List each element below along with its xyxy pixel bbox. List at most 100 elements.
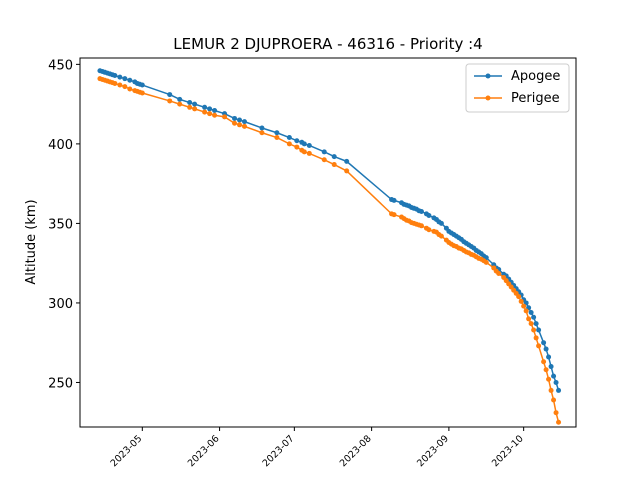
data-point-perigee bbox=[483, 259, 489, 265]
data-point-apogee bbox=[212, 107, 218, 113]
data-point-perigee bbox=[438, 233, 444, 239]
data-point-perigee bbox=[301, 149, 307, 155]
data-point-perigee bbox=[207, 111, 213, 117]
data-point-perigee bbox=[543, 367, 549, 373]
data-point-apogee bbox=[122, 76, 128, 82]
data-point-perigee bbox=[528, 321, 534, 327]
data-point-perigee bbox=[237, 122, 243, 128]
data-point-perigee bbox=[117, 82, 123, 88]
plot-area bbox=[79, 57, 577, 428]
legend-label-apogee: Apogee bbox=[511, 69, 560, 84]
y-tick-label: 250 bbox=[48, 376, 73, 391]
data-point-apogee bbox=[528, 309, 534, 315]
data-point-apogee bbox=[192, 101, 198, 107]
data-point-perigee bbox=[521, 303, 527, 309]
data-point-apogee bbox=[301, 141, 307, 147]
data-point-apogee bbox=[306, 142, 312, 148]
data-point-apogee bbox=[344, 158, 350, 164]
data-point-apogee bbox=[259, 125, 265, 131]
data-point-perigee bbox=[259, 130, 265, 136]
chart-title: LEMUR 2 DJUPROERA - 46316 - Priority :4 bbox=[173, 35, 482, 53]
data-point-perigee bbox=[122, 84, 128, 90]
data-point-perigee bbox=[167, 98, 173, 104]
data-point-perigee bbox=[202, 109, 208, 115]
data-point-perigee bbox=[274, 135, 280, 141]
data-point-apogee bbox=[177, 96, 183, 102]
data-point-apogee bbox=[321, 149, 327, 155]
data-point-apogee bbox=[139, 82, 145, 88]
data-point-perigee bbox=[546, 376, 552, 382]
data-point-apogee bbox=[187, 100, 193, 106]
data-point-perigee bbox=[531, 327, 537, 333]
data-point-apogee bbox=[418, 208, 424, 214]
data-point-perigee bbox=[344, 168, 350, 174]
data-point-perigee bbox=[518, 298, 524, 304]
data-point-apogee bbox=[331, 154, 337, 160]
data-point-perigee bbox=[127, 86, 133, 92]
legend: Apogee Perigee bbox=[465, 63, 570, 113]
data-point-apogee bbox=[533, 321, 539, 327]
data-point-perigee bbox=[541, 359, 547, 365]
y-axis: 250 300 350 400 450 bbox=[48, 58, 80, 391]
legend-marker-perigee bbox=[485, 95, 491, 101]
data-point-perigee bbox=[294, 144, 300, 150]
data-point-apogee bbox=[548, 364, 554, 370]
data-point-perigee bbox=[553, 410, 559, 416]
y-tick-label: 350 bbox=[48, 217, 73, 232]
data-point-perigee bbox=[418, 223, 424, 229]
data-point-perigee bbox=[496, 271, 502, 277]
data-point-apogee bbox=[541, 340, 547, 346]
data-point-perigee bbox=[177, 101, 183, 107]
data-point-perigee bbox=[523, 308, 529, 314]
data-point-apogee bbox=[286, 135, 292, 141]
data-point-perigee bbox=[192, 106, 198, 112]
data-point-apogee bbox=[202, 104, 208, 110]
data-point-perigee bbox=[533, 335, 539, 341]
axes-frame bbox=[79, 57, 577, 428]
data-point-apogee bbox=[232, 115, 238, 121]
y-tick-label: 450 bbox=[48, 58, 73, 73]
data-point-perigee bbox=[242, 123, 247, 129]
legend-label-perigee: Perigee bbox=[511, 91, 560, 106]
data-point-apogee bbox=[551, 373, 557, 379]
data-point-apogee bbox=[553, 379, 559, 385]
y-tick-label: 300 bbox=[48, 297, 73, 312]
data-point-perigee bbox=[112, 80, 118, 86]
data-point-apogee bbox=[274, 130, 280, 136]
data-point-apogee bbox=[127, 77, 133, 83]
data-point-apogee bbox=[294, 138, 300, 144]
data-point-apogee bbox=[207, 106, 213, 112]
data-point-perigee bbox=[556, 419, 562, 425]
legend-marker-apogee bbox=[485, 73, 491, 79]
data-point-apogee bbox=[391, 197, 397, 203]
data-point-perigee bbox=[187, 104, 193, 110]
data-point-perigee bbox=[516, 294, 522, 300]
y-tick-label: 400 bbox=[48, 138, 73, 153]
data-point-perigee bbox=[391, 212, 397, 218]
data-point-perigee bbox=[551, 397, 557, 403]
data-point-apogee bbox=[167, 92, 173, 98]
data-point-apogee bbox=[237, 117, 243, 123]
data-point-perigee bbox=[232, 120, 238, 126]
data-point-perigee bbox=[212, 112, 218, 118]
data-point-perigee bbox=[139, 90, 145, 96]
data-point-apogee bbox=[242, 119, 247, 125]
data-point-apogee bbox=[438, 220, 444, 226]
y-axis-label: Altitude (km) bbox=[24, 199, 39, 284]
series-layer bbox=[97, 68, 562, 425]
data-point-perigee bbox=[222, 114, 228, 120]
data-point-perigee bbox=[321, 157, 327, 163]
data-point-apogee bbox=[426, 212, 432, 218]
data-point-apogee bbox=[112, 73, 118, 78]
data-point-perigee bbox=[306, 150, 312, 156]
data-point-perigee bbox=[331, 162, 337, 168]
data-point-apogee bbox=[543, 346, 549, 352]
data-point-apogee bbox=[546, 354, 552, 360]
data-point-perigee bbox=[526, 316, 532, 322]
data-point-perigee bbox=[426, 227, 432, 233]
data-point-perigee bbox=[536, 343, 542, 349]
data-point-perigee bbox=[548, 387, 554, 393]
data-point-apogee bbox=[531, 314, 537, 320]
data-point-perigee bbox=[286, 141, 292, 147]
